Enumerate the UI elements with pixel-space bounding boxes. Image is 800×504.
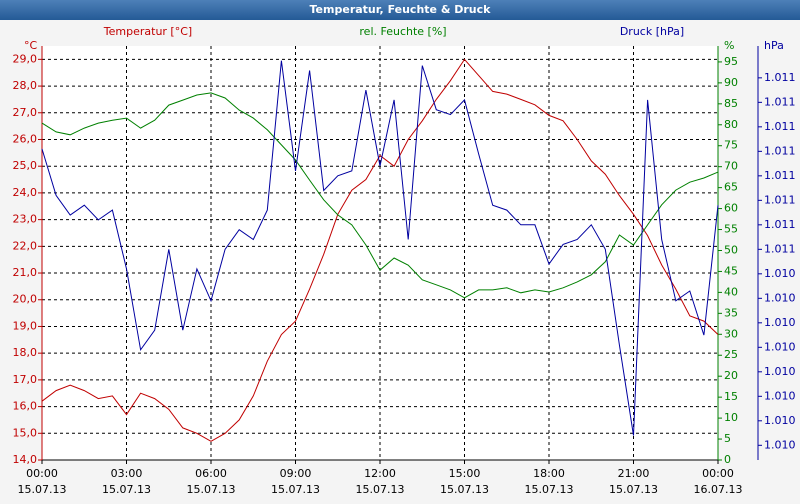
y-axis-unit: °C xyxy=(24,39,38,52)
x-tick-sublabel: 15.07.13 xyxy=(18,483,67,496)
y3-tick-label: 1.011 xyxy=(764,218,796,231)
y3-tick-label: 1.011 xyxy=(764,95,796,108)
y2-tick-label: 60 xyxy=(724,202,738,215)
y-tick-label: 19,0 xyxy=(13,319,38,332)
legend-label: Temperatur [°C] xyxy=(103,25,192,38)
y3-axis-unit: hPa xyxy=(764,39,784,52)
y2-tick-label: 55 xyxy=(724,223,738,236)
y2-tick-label: 65 xyxy=(724,181,738,194)
x-tick-sublabel: 15.07.13 xyxy=(271,483,320,496)
y3-tick-label: 1.011 xyxy=(764,193,796,206)
y3-tick-label: 1.010 xyxy=(764,340,796,353)
title-bar xyxy=(0,0,800,20)
legend-label: rel. Feuchte [%] xyxy=(359,25,446,38)
y2-axis-unit: % xyxy=(724,39,734,52)
y2-tick-label: 40 xyxy=(724,285,738,298)
y-tick-label: 17,0 xyxy=(13,373,38,386)
y-tick-label: 16,0 xyxy=(13,400,38,413)
y2-tick-label: 75 xyxy=(724,139,738,152)
y2-tick-label: 30 xyxy=(724,327,738,340)
y2-tick-label: 5 xyxy=(724,432,731,445)
y-tick-label: 20,0 xyxy=(13,293,38,306)
y2-tick-label: 70 xyxy=(724,160,738,173)
y-tick-label: 26,0 xyxy=(13,132,38,145)
y-tick-label: 14,0 xyxy=(13,453,38,466)
x-tick-label: 03:00 xyxy=(111,467,143,480)
series-line xyxy=(41,60,719,436)
x-tick-sublabel: 15.07.13 xyxy=(440,483,489,496)
y3-tick-label: 1.011 xyxy=(764,144,796,157)
y3-tick-label: 1.011 xyxy=(764,242,796,255)
x-tick-sublabel: 15.07.13 xyxy=(102,483,151,496)
x-tick-label: 06:00 xyxy=(195,467,227,480)
y2-tick-label: 0 xyxy=(724,453,731,466)
y-tick-label: 22,0 xyxy=(13,239,38,252)
y2-tick-label: 10 xyxy=(724,411,738,424)
y2-tick-label: 15 xyxy=(724,390,738,403)
x-tick-sublabel: 15.07.13 xyxy=(609,483,658,496)
x-tick-label: 00:00 xyxy=(26,467,58,480)
series-line xyxy=(41,92,719,299)
y-tick-label: 24,0 xyxy=(13,186,38,199)
y-tick-label: 29,0 xyxy=(13,52,38,65)
y2-tick-label: 80 xyxy=(724,118,738,131)
y3-tick-label: 1.011 xyxy=(764,71,796,84)
x-tick-sublabel: 15.07.13 xyxy=(187,483,236,496)
y2-tick-label: 50 xyxy=(724,243,738,256)
y3-tick-label: 1.011 xyxy=(764,169,796,182)
y3-tick-label: 1.010 xyxy=(764,438,796,451)
y2-tick-label: 20 xyxy=(724,369,738,382)
x-tick-label: 12:00 xyxy=(364,467,396,480)
y-tick-label: 23,0 xyxy=(13,213,38,226)
y2-tick-label: 90 xyxy=(724,76,738,89)
y2-tick-label: 25 xyxy=(724,348,738,361)
x-tick-sublabel: 15.07.13 xyxy=(525,483,574,496)
y3-tick-label: 1.010 xyxy=(764,389,796,402)
y2-tick-label: 85 xyxy=(724,97,738,110)
x-tick-label: 09:00 xyxy=(280,467,312,480)
legend-label: Druck [hPa] xyxy=(620,25,684,38)
series-line xyxy=(41,58,719,442)
x-tick-sublabel: 15.07.13 xyxy=(356,483,405,496)
y3-tick-label: 1.010 xyxy=(764,414,796,427)
y2-tick-label: 35 xyxy=(724,306,738,319)
x-tick-sublabel: 16.07.13 xyxy=(694,483,743,496)
y2-tick-label: 45 xyxy=(724,264,738,277)
y3-tick-label: 1.010 xyxy=(764,291,796,304)
y3-tick-label: 1.010 xyxy=(764,267,796,280)
y3-tick-label: 1.010 xyxy=(764,316,796,329)
y-tick-label: 25,0 xyxy=(13,159,38,172)
y-tick-label: 28,0 xyxy=(13,79,38,92)
chart-title: Temperatur, Feuchte & Druck xyxy=(310,3,492,16)
x-tick-label: 15:00 xyxy=(449,467,481,480)
x-tick-label: 18:00 xyxy=(533,467,565,480)
y-tick-label: 21,0 xyxy=(13,266,38,279)
y3-tick-label: 1.010 xyxy=(764,365,796,378)
x-tick-label: 21:00 xyxy=(618,467,650,480)
x-tick-label: 00:00 xyxy=(702,467,734,480)
y3-tick-label: 1.011 xyxy=(764,120,796,133)
y2-tick-label: 95 xyxy=(724,55,738,68)
y-tick-label: 27,0 xyxy=(13,106,38,119)
y-tick-label: 15,0 xyxy=(13,426,38,439)
y-tick-label: 18,0 xyxy=(13,346,38,359)
